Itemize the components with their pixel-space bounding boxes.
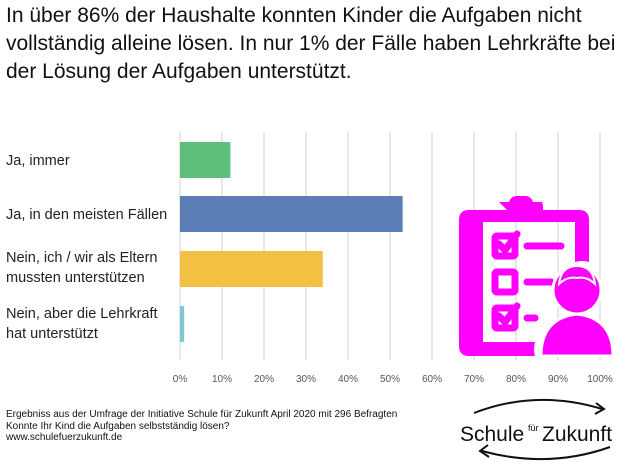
headline-line-2: vollständig alleine lösen. In nur 1% der…: [6, 32, 616, 55]
category-label-2-text: Ja, in den meisten Fällen: [6, 207, 168, 223]
footer-line-1: Ergebniss aus der Umfrage der Initiative…: [6, 409, 398, 420]
x-tick-label: 60%: [422, 374, 442, 385]
x-tick-label: 100%: [587, 374, 613, 385]
category-label-3: Nein, ich / wir als Eltern mussten unter…: [6, 248, 158, 288]
footer-line-3: www.schulefuerzukunft.de: [6, 432, 123, 443]
bar-4: [180, 306, 185, 342]
bar-1: [180, 142, 231, 178]
x-tick-label: 90%: [548, 374, 568, 385]
clipboard-checklist-person-icon: [459, 196, 615, 358]
logo-word-schule: Schule: [460, 423, 524, 446]
headline-line-3: der Lösung der Aufgaben unterstützt.: [6, 60, 352, 83]
category-label-4: Nein, aber die Lehrkraft hat unterstützt: [6, 304, 158, 344]
x-tick-label: 10%: [212, 374, 232, 385]
headline-line-1: In über 86% der Haushalte konnten Kinder…: [6, 4, 582, 27]
bars: [180, 142, 403, 342]
schule-fuer-zukunft-logo: Schule für Zukunft: [460, 398, 612, 461]
category-label-4-line-2: hat unterstützt: [6, 326, 98, 342]
bar-3: [180, 251, 323, 287]
bar-2: [180, 196, 403, 232]
category-label-1: Ja, immer: [6, 151, 70, 171]
headline: In über 86% der Haushalte konnten Kinder…: [6, 2, 634, 86]
x-tick-label: 30%: [296, 374, 316, 385]
logo-word-fuer: für: [528, 423, 539, 433]
logo-word-zukunft: Zukunft: [542, 423, 612, 446]
x-tick-label: 20%: [254, 374, 274, 385]
category-label-2: Ja, in den meisten Fällen: [6, 205, 167, 225]
footer-line-2: Konnte Ihr Kind die Aufgaben selbstständ…: [6, 420, 230, 432]
x-tick-label: 0%: [173, 374, 188, 385]
x-tick-label: 70%: [464, 374, 484, 385]
category-label-4-line-1: Nein, aber die Lehrkraft: [6, 306, 158, 322]
category-label-3-line-2: mussten unterstützen: [6, 270, 145, 286]
x-tick-label: 80%: [506, 374, 526, 385]
x-tick-label: 40%: [338, 374, 358, 385]
category-label-1-text: Ja, immer: [6, 153, 70, 169]
category-label-3-line-1: Nein, ich / wir als Eltern: [6, 250, 158, 266]
x-axis-ticks: 0% 10% 20% 30% 40% 50% 60% 70% 80% 90% 100%: [173, 374, 613, 385]
x-tick-label: 50%: [380, 374, 400, 385]
footer-note: Ergebniss aus der Umfrage der Initiative…: [6, 409, 397, 444]
